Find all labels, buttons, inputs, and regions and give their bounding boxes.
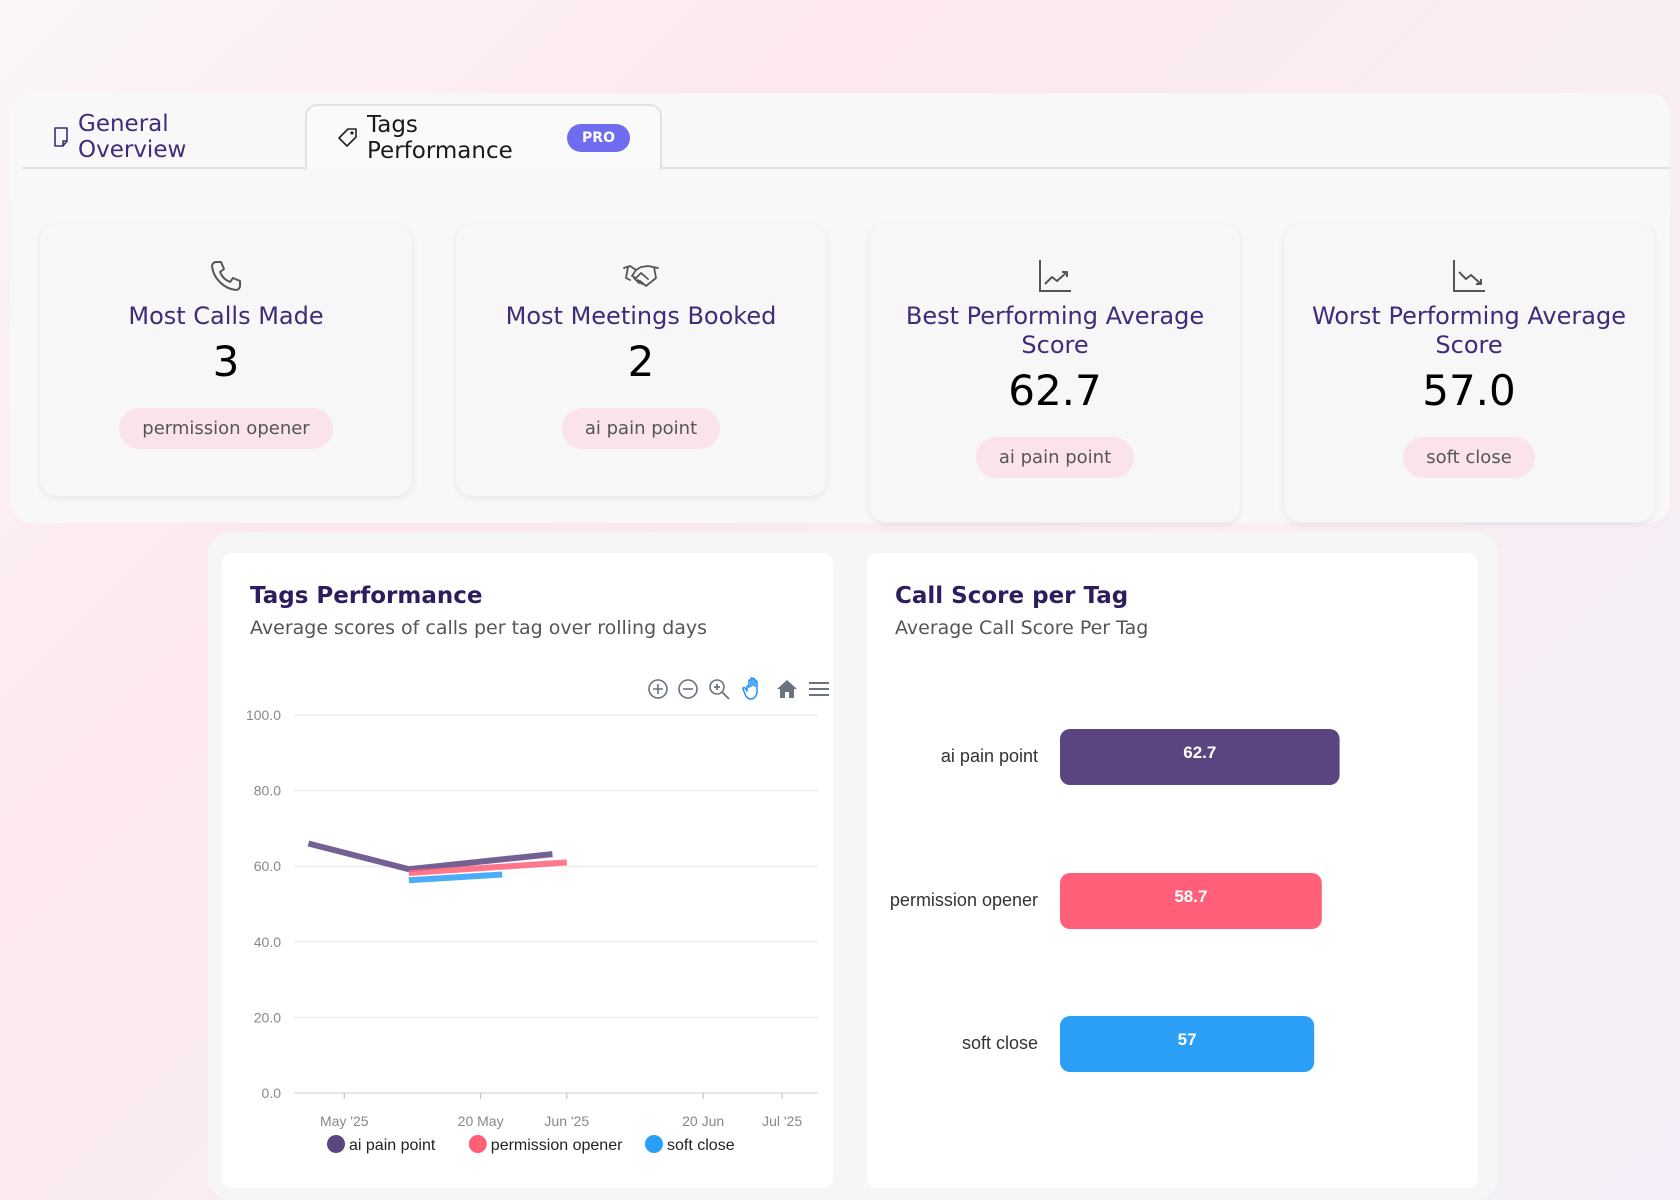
stat-title: Most Calls Made <box>128 302 324 330</box>
pan-hand-icon[interactable] <box>741 676 767 706</box>
y-tick-label: 40.0 <box>254 934 281 950</box>
document-icon <box>52 126 70 148</box>
chart-subtitle: Average scores of calls per tag over rol… <box>250 617 708 639</box>
selection-zoom-icon[interactable] <box>707 677 733 705</box>
call-score-chart-card: Call Score per Tag Average Call Score Pe… <box>867 553 1478 1188</box>
bar-category-label: ai pain point <box>941 746 1038 766</box>
chart-title: Call Score per Tag <box>895 583 1129 609</box>
stat-tag: ai pain point <box>561 408 721 449</box>
trend-down-icon <box>1451 256 1487 296</box>
chart-subtitle: Average Call Score Per Tag <box>895 617 1149 639</box>
series-line-1 <box>408 859 568 876</box>
pro-badge: PRO <box>567 124 630 152</box>
bar-value-label: 62.7 <box>1183 743 1216 762</box>
legend-marker <box>468 1135 487 1153</box>
x-tick-label: 20 May <box>458 1113 504 1129</box>
stat-title: Best Performing Average Score <box>905 302 1205 359</box>
y-tick-label: 20.0 <box>254 1009 281 1025</box>
zoom-out-icon[interactable] <box>677 678 699 704</box>
line-chart: 0.0 20.0 40.0 60.0 80.0 100.0 May '25 20 May Jun… <box>246 707 818 1154</box>
stat-tag: soft close <box>1403 437 1535 478</box>
stat-card-best-score: Best Performing Average Score 62.7 ai pa… <box>870 224 1240 522</box>
stat-card-most-calls: Most Calls Made 3 permission opener <box>40 224 412 496</box>
tab-divider <box>22 167 1670 169</box>
x-tick-label: 20 Jun <box>682 1113 724 1129</box>
stat-value: 2 <box>627 337 655 386</box>
bar-category-label: permission opener <box>890 890 1038 910</box>
stat-value: 62.7 <box>1008 366 1102 415</box>
stat-value: 57.0 <box>1422 366 1516 415</box>
series-line-0 <box>307 840 553 873</box>
stat-card-worst-score: Worst Performing Average Score 57.0 soft… <box>1284 224 1654 522</box>
y-tick-label: 100.0 <box>246 707 281 723</box>
stat-card-most-meetings: Most Meetings Booked 2 ai pain point <box>456 224 826 496</box>
legend-label: permission opener <box>491 1137 623 1154</box>
bar <box>1060 1016 1315 1072</box>
bar <box>1060 873 1322 929</box>
tab-label: General Overview <box>78 110 187 163</box>
tab-general-overview[interactable]: General Overview <box>22 104 304 169</box>
trend-up-icon <box>1037 256 1073 296</box>
bar-category-label: soft close <box>962 1033 1038 1053</box>
tab-tags-performance[interactable]: Tags Performance PRO <box>305 104 662 170</box>
x-tick-label: May '25 <box>320 1113 369 1129</box>
phone-icon <box>208 256 244 296</box>
x-tick-label: Jun '25 <box>544 1113 589 1129</box>
menu-icon[interactable] <box>807 679 831 703</box>
bar-value-label: 58.7 <box>1174 887 1207 906</box>
stat-tag: permission opener <box>119 408 333 449</box>
legend-label: soft close <box>667 1137 735 1154</box>
bar-chart: ai pain point 62.7 permission opener 58.7 so… <box>890 729 1340 1072</box>
legend-marker <box>327 1135 345 1153</box>
stat-title: Most Meetings Booked <box>505 302 777 330</box>
handshake-icon <box>622 256 660 296</box>
series-line-2 <box>408 871 503 884</box>
y-tick-label: 60.0 <box>254 858 281 874</box>
tag-icon <box>337 127 359 149</box>
legend-label: ai pain point <box>349 1137 436 1154</box>
bar-value-label: 57 <box>1178 1030 1197 1049</box>
y-tick-label: 80.0 <box>254 783 281 799</box>
x-tick-label: Jul '25 <box>762 1113 802 1129</box>
stat-value: 3 <box>212 337 240 386</box>
chart-toolbar <box>647 676 831 706</box>
tags-performance-chart-card: Tags Performance Average scores of calls… <box>222 553 833 1188</box>
zoom-in-icon[interactable] <box>647 678 669 704</box>
chart-title: Tags Performance <box>250 583 483 609</box>
stat-title: Worst Performing Average Score <box>1312 302 1626 359</box>
stat-tag: ai pain point <box>975 437 1135 478</box>
tab-label: Tags Performance <box>367 112 513 164</box>
bar <box>1060 729 1340 785</box>
y-tick-label: 0.0 <box>262 1085 282 1101</box>
legend-marker <box>645 1135 663 1153</box>
home-icon[interactable] <box>775 678 799 704</box>
